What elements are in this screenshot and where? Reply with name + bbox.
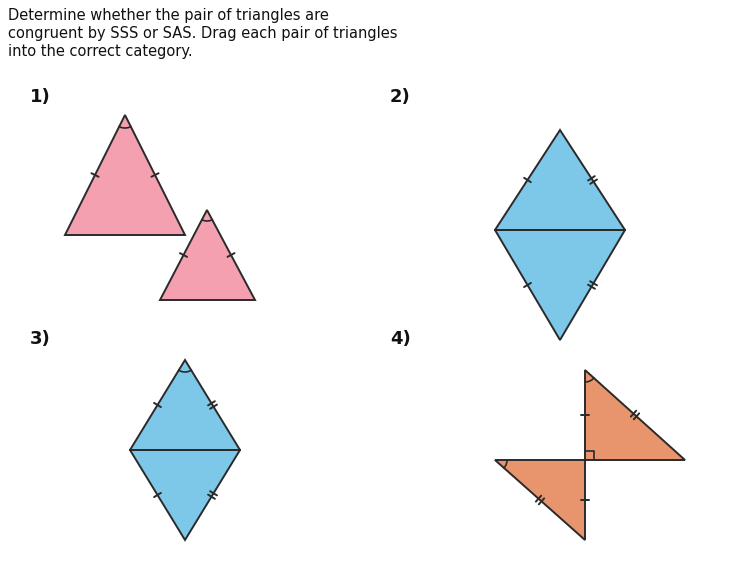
Polygon shape — [585, 370, 685, 460]
Text: 3): 3) — [30, 330, 51, 348]
Polygon shape — [495, 460, 585, 540]
Polygon shape — [130, 360, 240, 450]
Text: Determine whether the pair of triangles are: Determine whether the pair of triangles … — [8, 8, 329, 23]
Text: congruent by SSS or SAS. Drag each pair of triangles: congruent by SSS or SAS. Drag each pair … — [8, 26, 397, 41]
Text: 1): 1) — [30, 88, 51, 106]
Polygon shape — [495, 230, 625, 340]
Text: 2): 2) — [390, 88, 411, 106]
Polygon shape — [130, 450, 240, 540]
Text: 4): 4) — [390, 330, 411, 348]
Polygon shape — [495, 130, 625, 230]
Polygon shape — [65, 115, 185, 235]
Polygon shape — [160, 210, 255, 300]
Text: into the correct category.: into the correct category. — [8, 44, 193, 59]
